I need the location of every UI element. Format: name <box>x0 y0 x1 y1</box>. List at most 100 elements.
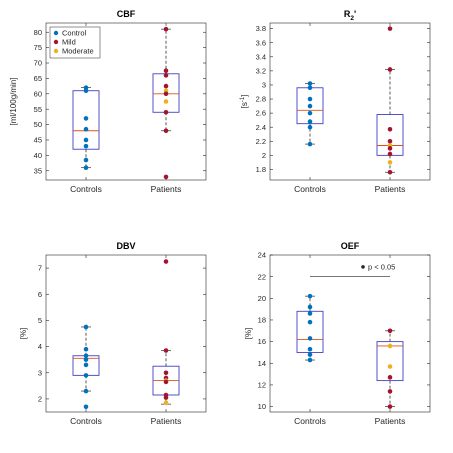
data-point <box>387 127 393 132</box>
y-tick-label: 2 <box>38 395 42 404</box>
y-tick-label: 12 <box>258 381 266 390</box>
chart-marks: 1.8 2 2.2 2.4 2.6 2.8 3 3.2 3.4 3.6 3.8 Controls Pat… <box>256 23 430 194</box>
chart-marks: 35 40 45 50 55 60 65 70 75 80 Controls Patients <box>34 23 206 194</box>
y-tick-label: 3.4 <box>256 52 266 61</box>
x-tick-label: Patients <box>375 184 406 194</box>
title-main: R <box>344 9 351 19</box>
y-tick-label: 50 <box>34 120 42 129</box>
y-tick-label: 3.2 <box>256 66 266 75</box>
data-point <box>387 169 393 175</box>
y-label-superscript: -1 <box>240 96 246 102</box>
data-point <box>163 400 169 406</box>
title-subscript: 2 <box>350 15 354 22</box>
y-axis-label: [s-1] <box>240 95 249 109</box>
data-point <box>307 304 313 310</box>
data-point <box>83 137 89 143</box>
x-tick-label: Controls <box>294 184 326 194</box>
data-point <box>307 141 313 147</box>
data-point <box>83 143 89 149</box>
data-point <box>307 311 313 316</box>
legend: Control Mild Moderate <box>49 26 101 59</box>
data-point <box>163 370 169 376</box>
title-prime: ' <box>354 9 356 19</box>
data-point <box>307 357 313 363</box>
significance-label: p < 0.05 <box>368 263 395 272</box>
data-point <box>83 165 89 170</box>
legend-label-moderate: Moderate <box>62 47 94 56</box>
panel-title: DBV <box>116 241 135 251</box>
data-point <box>307 85 313 91</box>
data-point <box>307 336 313 341</box>
oef-panel: OEF [%] 10 12 14 16 18 20 22 24 Controls Patients… <box>244 241 431 426</box>
legend-marker-control <box>53 30 59 36</box>
data-point <box>387 160 393 165</box>
panel-title: R2' <box>344 9 356 22</box>
y-tick-label: 20 <box>258 294 266 303</box>
x-tick-label: Patients <box>375 416 406 426</box>
data-point <box>387 26 393 31</box>
data-point <box>83 126 89 132</box>
data-point <box>387 151 393 157</box>
data-point <box>387 67 393 72</box>
y-tick-label: 4 <box>38 342 42 351</box>
cbf-panel: CBF [ml/100g/min] 35 40 45 50 55 60 65 70 75 80 Co… <box>9 9 207 194</box>
y-tick-label: 3.8 <box>256 24 266 33</box>
data-point <box>307 81 313 86</box>
data-point <box>83 353 89 359</box>
y-tick-label: 3 <box>262 81 266 90</box>
y-tick-label: 60 <box>34 89 42 98</box>
data-point <box>83 88 89 94</box>
data-point <box>163 128 169 134</box>
data-point <box>83 362 89 368</box>
y-tick-label: 2.4 <box>256 123 266 132</box>
data-point <box>307 346 313 352</box>
legend-label-control: Control <box>62 29 87 38</box>
y-tick-label: 75 <box>34 43 42 52</box>
data-point <box>83 357 89 362</box>
panel-title: OEF <box>341 241 360 251</box>
data-point <box>83 157 89 163</box>
y-tick-label: 10 <box>258 402 266 411</box>
y-tick-label: 2.6 <box>256 109 266 118</box>
legend-marker-mild <box>53 39 59 45</box>
data-point <box>163 348 169 353</box>
y-tick-label: 35 <box>34 166 42 175</box>
y-label-main: [s <box>240 102 249 108</box>
data-point <box>307 352 313 357</box>
data-point <box>387 138 393 144</box>
data-point <box>307 110 313 116</box>
y-tick-label: 80 <box>34 28 42 37</box>
data-point <box>163 259 169 264</box>
y-tick-label: 3.6 <box>256 38 266 47</box>
panel-title: CBF <box>117 9 136 19</box>
data-point <box>163 395 169 400</box>
data-point <box>387 389 393 394</box>
y-tick-label: 40 <box>34 151 42 160</box>
data-point <box>307 96 313 102</box>
x-tick-label: Patients <box>151 416 182 426</box>
data-point <box>307 119 313 124</box>
y-label-close: ] <box>240 95 249 97</box>
box <box>296 310 324 353</box>
r2prime-panel: R2' [s-1] 1.822.22.42.62.833.23.43.63.8C… <box>240 9 431 194</box>
y-tick-label: 5 <box>38 316 42 325</box>
y-tick-label: 24 <box>258 251 266 260</box>
data-point <box>83 324 89 330</box>
dbv-panel: DBV [%] 2 3 4 5 6 7 Controls Patients <box>19 241 207 426</box>
data-point <box>387 364 393 369</box>
y-tick-label: 2 <box>262 151 266 160</box>
legend-label-mild: Mild <box>62 38 76 47</box>
y-tick-label: 16 <box>258 337 266 346</box>
significance-marker <box>361 265 365 269</box>
y-tick-label: 6 <box>38 290 42 299</box>
data-point <box>387 375 393 380</box>
data-point <box>387 328 393 334</box>
x-tick-label: Controls <box>70 416 102 426</box>
data-point <box>163 73 169 78</box>
y-axis-label: [ml/100g/min] <box>9 77 18 125</box>
y-tick-label: 7 <box>38 264 42 273</box>
data-point <box>83 116 89 121</box>
data-point <box>163 379 169 385</box>
chart-marks: 10 12 14 16 18 20 22 24 Controls Patients <box>258 251 430 426</box>
box <box>376 341 404 382</box>
